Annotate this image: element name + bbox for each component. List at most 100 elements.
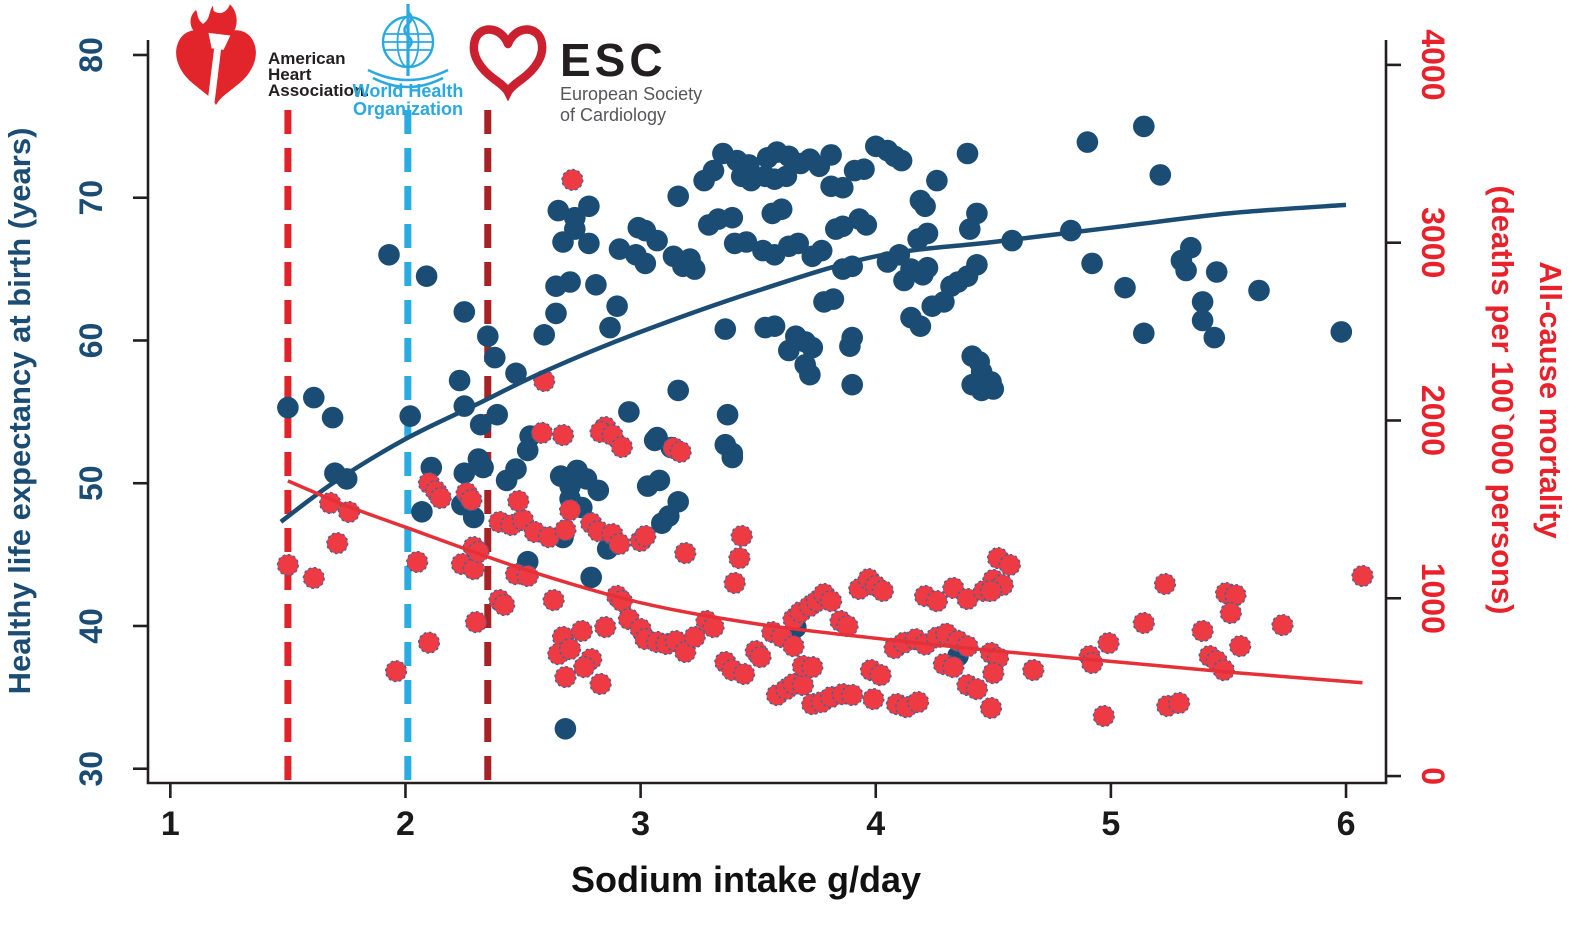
data-point — [1191, 291, 1214, 313]
data-point — [1229, 634, 1252, 658]
data-point — [926, 169, 948, 192]
who-logo: World Health Organization — [353, 4, 463, 119]
data-point — [573, 655, 596, 679]
data-point — [862, 687, 885, 711]
data-point — [1191, 309, 1214, 332]
data-point — [554, 665, 577, 689]
data-point — [460, 488, 483, 512]
data-point — [1351, 564, 1374, 588]
x-tick-label: 4 — [866, 805, 885, 843]
data-point — [558, 637, 582, 661]
axes-layer: 1 2 3 4 5 6 30 40 50 60 70 80 0 1000 2000 3000 4000 — [73, 29, 1451, 843]
esc-logo: ESC European Society of Cardiology — [469, 25, 702, 125]
data-point — [448, 369, 471, 392]
data-point — [979, 696, 1003, 720]
left-tick-label: 70 — [73, 180, 109, 216]
data-point — [608, 238, 631, 260]
data-point — [1205, 261, 1228, 283]
data-point — [853, 158, 875, 180]
data-point — [545, 302, 567, 325]
data-point — [453, 462, 476, 485]
data-point — [415, 265, 438, 288]
data-point-layer — [276, 115, 1374, 740]
aha-logo: American Heart Association. — [176, 0, 369, 108]
data-point — [1149, 164, 1172, 186]
data-point — [636, 475, 659, 497]
left-tick-label: 50 — [73, 465, 109, 501]
data-point — [484, 346, 506, 369]
data-point — [303, 386, 325, 409]
data-point — [1330, 321, 1353, 343]
data-point — [916, 222, 939, 245]
aha-logo-text-line2: Heart — [268, 65, 312, 84]
data-point — [782, 634, 805, 658]
trend-line-layer — [279, 202, 1363, 685]
x-tick-label: 6 — [1337, 805, 1356, 843]
data-point — [651, 512, 673, 534]
data-point — [1097, 631, 1120, 655]
data-point — [966, 253, 988, 276]
data-point — [411, 501, 433, 523]
data-point — [728, 546, 751, 570]
aha-logo-text-line3: Association. — [268, 81, 369, 100]
data-point — [822, 288, 845, 310]
right-tick-label: 0 — [1415, 767, 1451, 785]
trend-line-mortality — [287, 479, 1363, 685]
data-point — [965, 677, 988, 701]
data-point — [855, 214, 878, 236]
right-axis-title-line1: All-cause mortality — [1533, 261, 1568, 539]
data-point — [1191, 619, 1214, 643]
data-point — [906, 690, 930, 714]
data-point — [890, 149, 913, 172]
data-point — [841, 683, 864, 707]
data-point — [1022, 658, 1045, 682]
data-point — [564, 218, 586, 240]
right-tick-label: 4000 — [1415, 29, 1451, 100]
esc-logo-abbr: ESC — [560, 34, 667, 86]
data-point — [1219, 601, 1242, 625]
data-point — [1114, 276, 1136, 299]
x-tick-label: 2 — [396, 805, 415, 843]
data-point — [464, 610, 488, 634]
data-point — [547, 199, 570, 222]
data-point — [801, 336, 824, 359]
data-point — [493, 593, 516, 617]
data-point — [606, 295, 628, 318]
data-point — [551, 424, 575, 447]
aha-heart-torch-icon — [176, 0, 256, 108]
data-point — [417, 631, 441, 654]
data-point — [979, 579, 1003, 603]
data-point — [326, 532, 349, 555]
series-life-expectancy — [277, 115, 1353, 740]
aha-logo-text-line1: American — [268, 49, 345, 68]
who-logo-text-line2: Organization — [353, 99, 463, 119]
data-point — [1203, 326, 1226, 349]
data-point — [683, 258, 706, 280]
data-point — [578, 195, 600, 218]
data-point — [486, 403, 509, 426]
data-point — [1224, 583, 1247, 607]
data-point — [385, 660, 408, 683]
data-point — [646, 229, 668, 252]
data-point — [1132, 611, 1155, 635]
data-point — [1180, 236, 1202, 259]
esc-logo-text-line1: European Society — [560, 84, 702, 104]
data-point — [399, 405, 422, 427]
data-point — [561, 168, 584, 191]
right-tick-label: 3000 — [1415, 207, 1451, 278]
data-point — [1092, 704, 1115, 728]
data-point — [1133, 322, 1155, 345]
data-point — [533, 324, 555, 346]
data-point — [1248, 279, 1270, 302]
left-tick-label: 80 — [73, 37, 109, 73]
data-point — [618, 401, 640, 423]
data-point — [542, 588, 565, 612]
data-point — [669, 440, 692, 463]
data-point — [869, 663, 892, 687]
data-point — [530, 421, 553, 444]
trend-line-life-expectancy — [279, 202, 1347, 524]
data-point — [841, 373, 863, 396]
data-point — [469, 413, 492, 436]
data-point — [559, 271, 581, 293]
data-point — [507, 489, 530, 513]
